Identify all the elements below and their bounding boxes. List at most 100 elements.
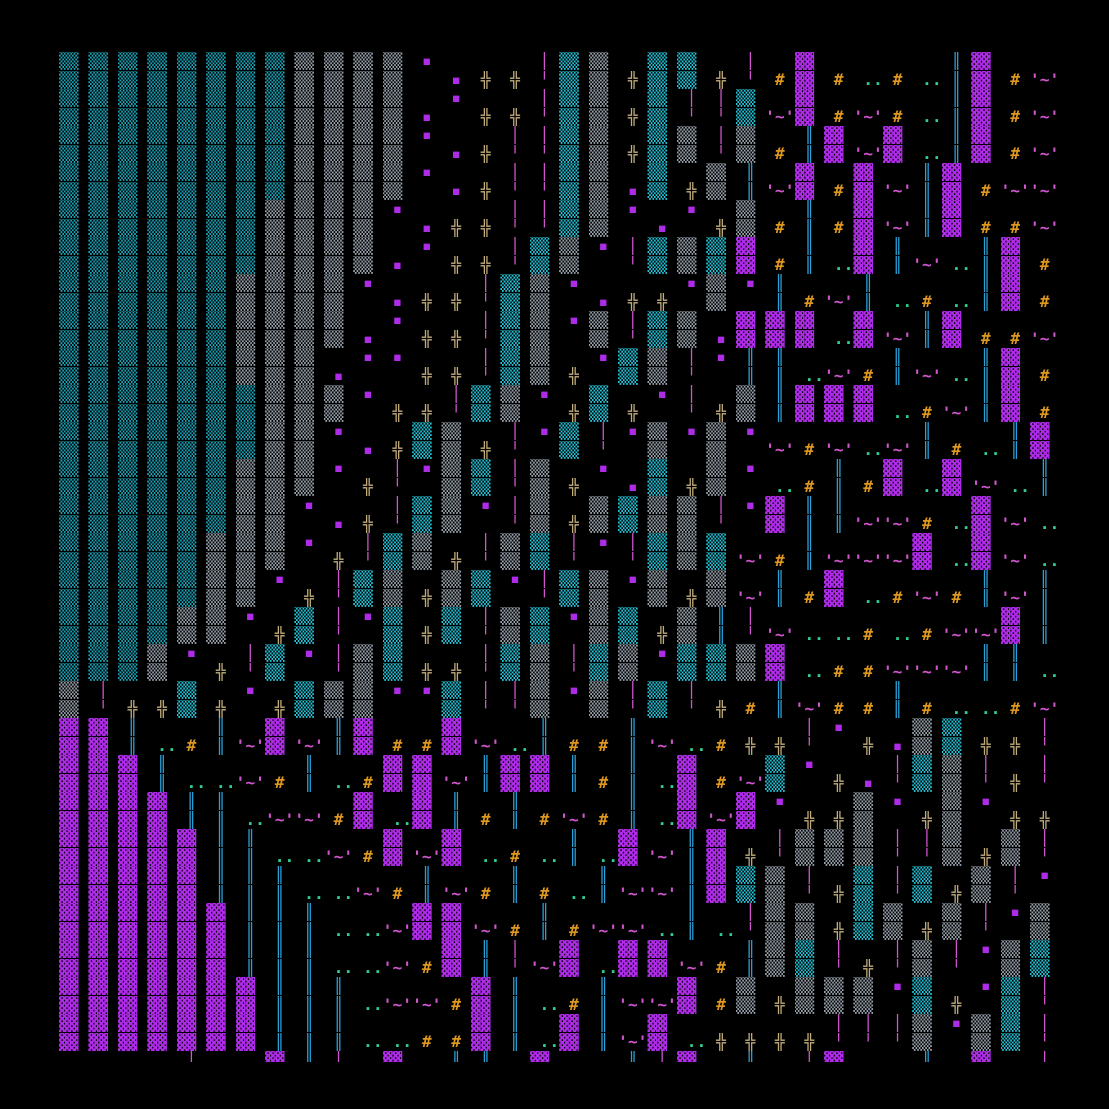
orange-hash-glyph (824, 681, 853, 700)
magenta-squiggle-glyph (1030, 200, 1059, 219)
purple-minisquare-high-glyph (647, 404, 676, 423)
blue-double-bar-glyph: ║ (559, 755, 589, 773)
teal-shade-column-glyph: ▒▒ (206, 89, 236, 107)
purple-minisquare-low-glyph: ▪ (441, 144, 471, 163)
orange-hash-glyph (795, 422, 824, 441)
cyan-shade-block-glyph: ▒▒ (559, 163, 589, 181)
teal-shade-column-glyph: ▒▒ (117, 126, 148, 144)
tan-cross-glyph: ╬ (765, 1032, 795, 1051)
gray-shade-column-glyph: ▒▒ (1029, 903, 1060, 921)
gray-shade-column-glyph: ▒▒ (382, 163, 413, 181)
magenta-pipe-glyph: ╵ (470, 662, 501, 681)
purple-minisquare-high-glyph (500, 589, 529, 608)
teal-shade-column-glyph: ▒▒ (117, 255, 148, 274)
art-line: ▓▓ ▓▓ ▓▓ ▓▓ ▓▓ ║ ║ ║ ║ ║ ║ ║ ▓▓ ▒▒ ▒▒ │ … (59, 866, 1061, 885)
tan-cross-glyph (618, 126, 647, 145)
purple-shade-block-glyph: ▓▓ (765, 514, 795, 533)
orange-hash-glyph (912, 274, 941, 293)
purple-shade-block-glyph: ▓▓ (59, 792, 89, 810)
magenta-squiggle-glyph (912, 644, 941, 663)
magenta-squiggle-glyph: '~' (529, 958, 560, 977)
purple-minisquare-high-glyph: ▪ (647, 385, 677, 403)
teal-shade-column-glyph: ▒▒ (88, 607, 118, 625)
purple-minisquare-high-glyph (736, 478, 765, 497)
orange-hash-glyph (324, 792, 353, 811)
orange-hash-glyph: # (1000, 70, 1030, 89)
tan-cross-glyph: ╬ (353, 477, 383, 496)
magenta-squiggle-glyph: '~' (1000, 551, 1030, 570)
orange-hash-glyph: # (529, 810, 560, 829)
magenta-squiggle-glyph: '~' (382, 958, 413, 977)
purple-shade-block-glyph: ▓▓ (559, 1014, 589, 1032)
cyan-shade-block-glyph: ▒▒ (412, 422, 442, 440)
orange-hash-glyph (824, 200, 853, 219)
teal-shade-column-glyph: ▒▒ (264, 163, 295, 181)
blue-double-bar-glyph: ║ (823, 477, 854, 496)
purple-shade-block-glyph: ▓▓ (412, 755, 442, 773)
art-line: ▒▒ ▒▒ ▒▒ ▒▒ ▒▒ ▒▒ ▒▒ ▒▒ ▪ ╬ ╵ ▒▒ ▒▒ ╵ ▒▒… (59, 515, 1061, 534)
blue-double-bar-glyph: ║ (1000, 662, 1030, 681)
magenta-pipe-glyph: ╵ (529, 144, 560, 163)
purple-shade-block-glyph: ▓▓ (676, 977, 707, 995)
green-dots-glyph: .. (323, 773, 354, 792)
blue-double-bar-glyph: ║ (264, 866, 295, 884)
purple-minisquare-high-glyph (618, 219, 647, 238)
teal-shade-column-glyph: ▒▒ (59, 311, 89, 329)
art-line: │ ▓▓ ║ │ ▓▓ ║ ║ ▓▓ ║ │ ▓▓ ║ │ ▓▓ ║ ▓▓ │ (59, 1051, 1061, 1062)
magenta-pipe-glyph: │ (1000, 866, 1030, 884)
orange-hash-glyph: # (853, 366, 883, 385)
orange-hash-glyph (706, 755, 735, 774)
magenta-squiggle-glyph: '~' (618, 1032, 648, 1051)
cyan-shade-block-glyph: ▒▒ (647, 699, 677, 718)
green-dots-glyph: .. (529, 847, 560, 866)
gray-shade-column-glyph: ▒▒ (647, 496, 677, 514)
magenta-squiggle-glyph: '~' (853, 144, 883, 163)
green-dots-glyph: .. (176, 773, 207, 792)
tan-cross-glyph: ╬ (559, 366, 589, 385)
cyan-shade-block-glyph: ▒▒ (500, 662, 530, 681)
orange-hash-glyph: # (853, 699, 883, 718)
teal-shade-column-glyph: ▒▒ (235, 440, 265, 459)
gray-shade-column-glyph: ▒▒ (323, 329, 354, 348)
blue-double-bar-glyph: ║ (264, 903, 295, 921)
purple-shade-block-glyph: ▓▓ (147, 1014, 177, 1032)
art-line: ▒▒ ▒▒ ▒▒ ▒▒ ▒▒ ▒▒ ▒▒ ▒▒ ▪ │ ▒▒ ▒▒ │ ▒▒ ▒… (59, 533, 1061, 552)
tan-cross-glyph: ╬ (441, 551, 471, 570)
tan-cross-glyph: ╬ (676, 588, 707, 607)
blue-double-bar-glyph: ║ (1000, 422, 1030, 440)
orange-hash-glyph: # (912, 292, 942, 311)
gray-shade-column-glyph: ▒▒ (323, 237, 354, 255)
gray-shade-column-glyph: ▒▒ (765, 958, 795, 977)
purple-minisquare-high-glyph: ▪ (353, 274, 383, 292)
purple-shade-block-glyph: ▓▓ (794, 107, 824, 126)
blue-double-bar-glyph: ║ (765, 403, 795, 422)
teal-shade-column-glyph: ▒▒ (88, 144, 118, 163)
purple-shade-block-glyph: ▓▓ (706, 829, 736, 847)
green-dots-glyph: .. (853, 440, 883, 459)
cyan-shade-block-glyph: ▒▒ (735, 89, 766, 107)
purple-shade-block-glyph: ▓▓ (59, 847, 89, 866)
purple-shade-block-glyph: ▓▓ (823, 126, 854, 144)
purple-shade-block-glyph: ▓▓ (353, 718, 383, 736)
purple-minisquare-high-glyph: ▪ (588, 348, 619, 366)
gray-shade-column-glyph: ▒▒ (294, 200, 324, 218)
purple-shade-block-glyph: ▓▓ (88, 792, 118, 810)
green-dots-glyph: .. (823, 329, 854, 348)
purple-minisquare-high-glyph (471, 515, 500, 534)
orange-hash-glyph (1030, 237, 1059, 256)
purple-minisquare-high-glyph (265, 589, 294, 608)
magenta-squiggle-glyph (1030, 52, 1059, 71)
magenta-squiggle-glyph (1001, 570, 1030, 589)
magenta-squiggle-glyph (1001, 1051, 1030, 1062)
purple-shade-block-glyph: ▓▓ (176, 940, 207, 958)
teal-shade-column-glyph: ▒▒ (176, 496, 207, 514)
magenta-pipe-glyph: ╵ (971, 773, 1001, 792)
gray-shade-column-glyph: ▒▒ (235, 588, 265, 607)
magenta-squiggle-glyph: '~' (1029, 70, 1060, 89)
magenta-pipe-glyph: │ (735, 903, 766, 921)
gray-shade-column-glyph: ▒▒ (735, 662, 766, 681)
gray-shade-column-glyph: ▒▒ (588, 52, 619, 70)
teal-shade-column-glyph: ▒▒ (264, 52, 295, 70)
blue-double-bar-glyph: ║ (206, 829, 236, 847)
art-line: ▒▒ ▒▒ ▒▒ ▒▒ ▒▒ ▒▒ ▒▒ ▒▒ ▒▒ ▪ │ ▪ ▒▒ ▒▒ │… (59, 459, 1061, 478)
